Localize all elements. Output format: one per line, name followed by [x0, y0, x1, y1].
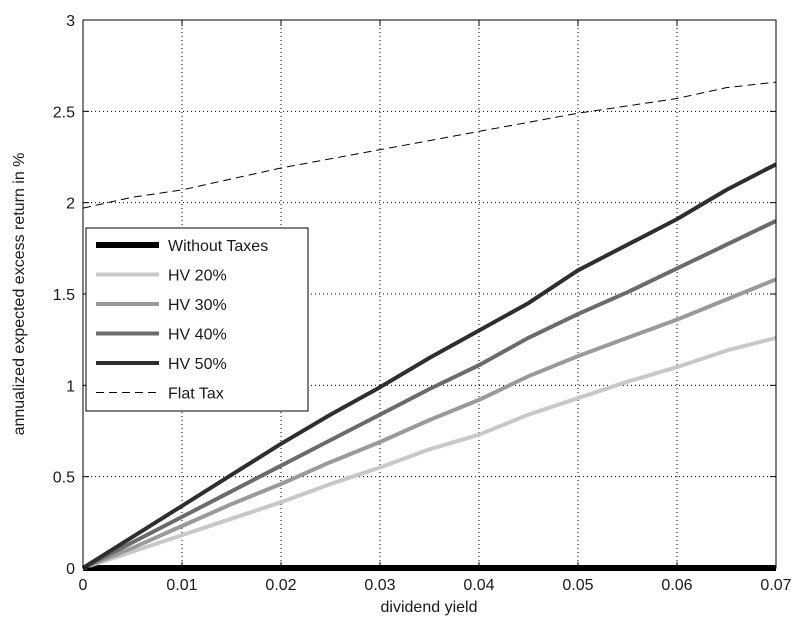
- y-tick-label: 2.5: [53, 104, 75, 121]
- x-tick-label: 0: [79, 577, 88, 594]
- series-line-flat-tax: [82, 81, 777, 209]
- y-tick-label: 0.5: [53, 470, 75, 487]
- x-axis-label: dividend yield: [381, 599, 478, 616]
- legend-label: Flat Tax: [168, 386, 224, 403]
- legend-box: [85, 227, 309, 412]
- legend-label: HV 20%: [168, 268, 227, 285]
- legend-label: HV 50%: [168, 356, 227, 373]
- x-tick-label: 0.07: [760, 577, 791, 594]
- y-tick-label: 0: [66, 561, 75, 578]
- series-line-hv-30: [82, 277, 777, 570]
- legend: Without Taxes HV 20% HV 30% HV 40% HV 50% Fla…: [85, 227, 309, 412]
- y-tick-label: 2: [66, 196, 75, 213]
- x-tick-label: 0.02: [265, 577, 296, 594]
- y-axis-label: annualized expected excess return in %: [11, 153, 28, 436]
- legend-label: HV 40%: [168, 327, 227, 344]
- axis-ticks: 0 0.01 0.02 0.03 0.04 0.05 0.06 0.07 0 0.5 1 1.5 2 2.…: [53, 13, 792, 594]
- x-tick-label: 0.04: [463, 577, 494, 594]
- series-line-hv-40: [82, 219, 777, 570]
- y-tick-label: 3: [66, 13, 75, 30]
- series-line-hv-50: [81, 162, 777, 570]
- series-line-hv-20: [82, 335, 777, 570]
- legend-label: Without Taxes: [168, 238, 268, 255]
- x-tick-label: 0.01: [166, 577, 197, 594]
- y-tick-label: 1.5: [53, 287, 75, 304]
- x-tick-label: 0.06: [661, 577, 692, 594]
- y-tick-label: 1: [66, 378, 75, 395]
- legend-label: HV 30%: [168, 297, 227, 314]
- x-tick-label: 0.03: [364, 577, 395, 594]
- x-tick-label: 0.05: [562, 577, 593, 594]
- grid: [83, 20, 776, 568]
